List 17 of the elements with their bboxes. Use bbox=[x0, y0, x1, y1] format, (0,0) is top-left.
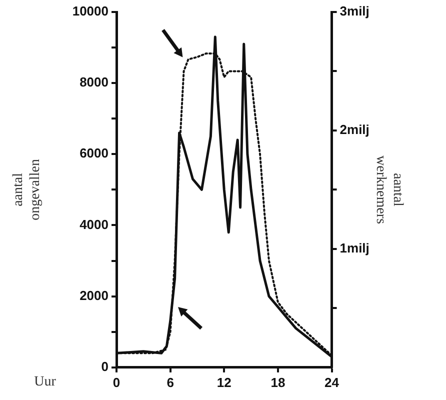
x-tick-label: 12 bbox=[216, 374, 232, 390]
y2-tick-label: 3milj bbox=[340, 4, 370, 19]
x-tick-label: 18 bbox=[270, 374, 286, 390]
y2-tick-label: 2milj bbox=[340, 122, 370, 138]
x-tick-label: 24 bbox=[324, 374, 340, 390]
x-tick-label: 6 bbox=[166, 374, 174, 390]
y-axis-title: aantal ongevallen bbox=[11, 158, 43, 220]
y-tick-label: 10000 bbox=[72, 4, 108, 19]
y2-axis-title: aantal werknemers bbox=[373, 155, 405, 224]
y-tick-label: 4000 bbox=[80, 216, 108, 232]
x-axis-title: Uur bbox=[34, 374, 56, 390]
y-tick-label: 6000 bbox=[80, 146, 108, 161]
y-tick-label: 2000 bbox=[80, 288, 108, 303]
y2-tick-label: 1milj bbox=[340, 240, 370, 256]
x-tick-label: 0 bbox=[112, 374, 120, 390]
y-tick-label: 0 bbox=[101, 358, 108, 374]
y-tick-label: 8000 bbox=[80, 74, 108, 90]
